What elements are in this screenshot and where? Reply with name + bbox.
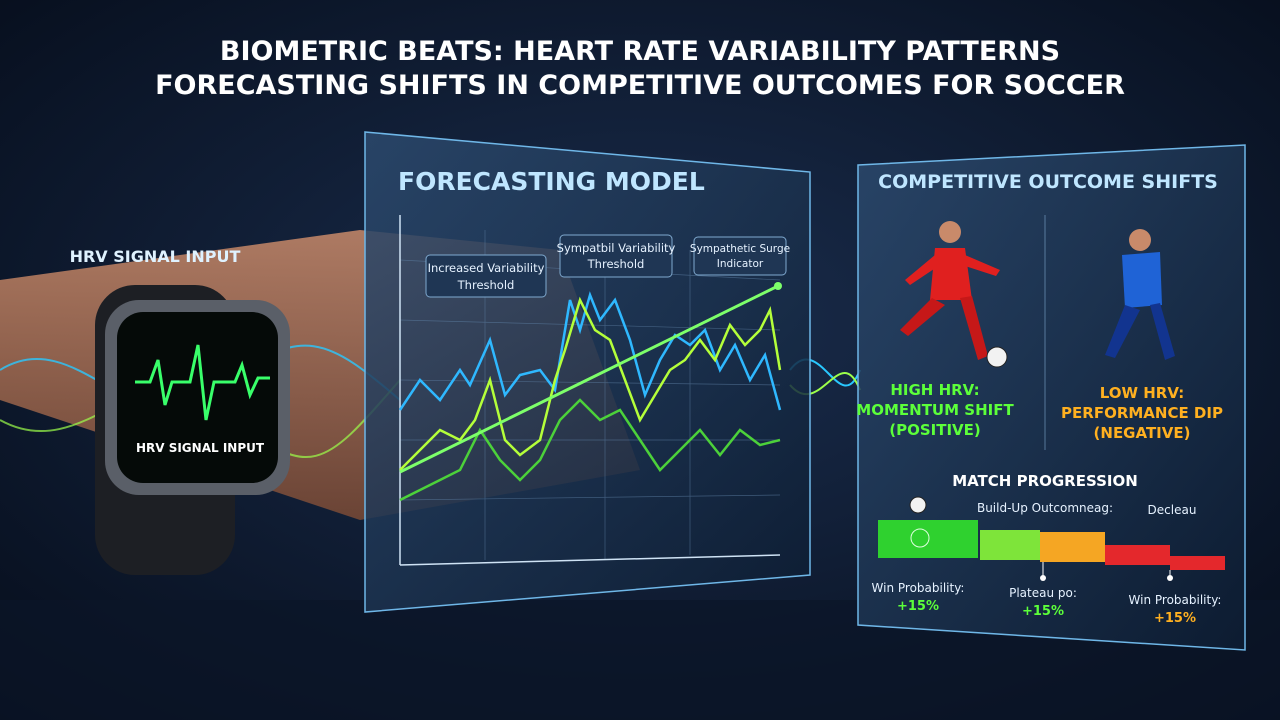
model-title: FORECASTING MODEL xyxy=(398,167,705,196)
phase-label: Build-Up Outcomneag: xyxy=(977,501,1113,515)
trend-arrow-head xyxy=(774,282,782,290)
high-hrv: (POSITIVE) xyxy=(889,421,981,439)
low-hrv: PERFORMANCE DIP xyxy=(1061,404,1223,422)
annotation-box xyxy=(693,236,787,276)
player-high xyxy=(900,221,1008,368)
model-line xyxy=(399,296,782,471)
stat-label: Win Probability: xyxy=(1129,593,1222,607)
outcome-title: COMPETITIVE OUTCOME SHIFTS xyxy=(878,171,1218,193)
annotation: Indicator xyxy=(717,258,764,270)
progression-bar xyxy=(878,496,1225,581)
trend-arrow xyxy=(399,284,779,474)
input-label: HRV SIGNAL INPUT xyxy=(70,247,241,266)
model-panel xyxy=(364,131,811,613)
annotation: Increased Variability xyxy=(428,261,545,275)
stat-value: +15% xyxy=(897,599,939,614)
low-hrv: LOW HRV: xyxy=(1100,384,1185,402)
annotation-box xyxy=(559,234,673,278)
model-line xyxy=(398,291,782,411)
annotation-box xyxy=(425,254,547,298)
high-hrv: MOMENTUM SHIFT xyxy=(856,401,1014,419)
title-line: BIOMETRIC BEATS: HEART RATE VARIABILITY … xyxy=(220,36,1060,67)
watch-screen xyxy=(117,312,278,483)
watch-label: HRV SIGNAL INPUT xyxy=(136,441,265,455)
model-axis xyxy=(399,554,781,566)
stat-label: Plateau po: xyxy=(1009,586,1077,600)
watch-ecg xyxy=(135,344,270,421)
annotation: Sympathetic Surge xyxy=(690,243,790,255)
low-hrv: (NEGATIVE) xyxy=(1094,424,1191,442)
model-line xyxy=(399,398,781,502)
annotation: Threshold xyxy=(457,278,515,292)
title-line: FORECASTING SHIFTS IN COMPETITIVE OUTCOM… xyxy=(155,70,1125,101)
stat-value: +15% xyxy=(1022,604,1064,619)
player-low xyxy=(1105,229,1175,360)
annotation: Threshold xyxy=(587,257,645,271)
stat-value: +15% xyxy=(1154,611,1196,626)
stat-label: Win Probability: xyxy=(872,581,965,595)
phase-label: Decleau xyxy=(1148,503,1197,517)
progression-title: MATCH PROGRESSION xyxy=(952,472,1138,490)
high-hrv: HIGH HRV: xyxy=(890,381,979,399)
annotation: Sympatbil Variability xyxy=(557,241,676,255)
